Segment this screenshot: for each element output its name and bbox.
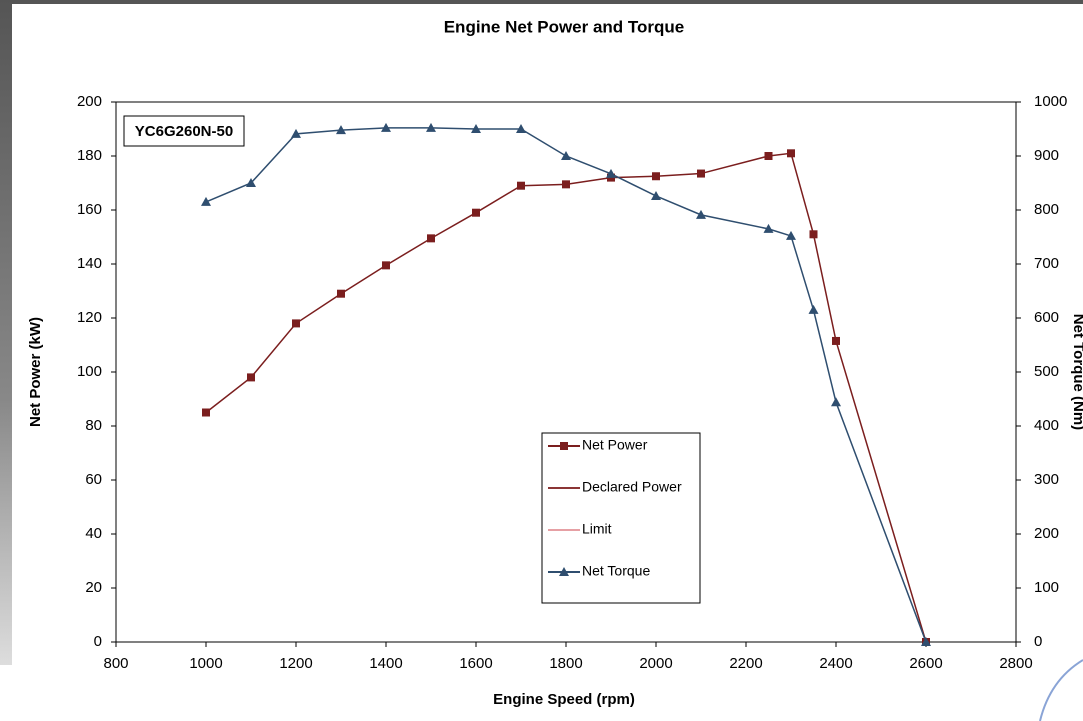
marker (471, 124, 481, 133)
y2-tick-label: 100 (1034, 579, 1059, 596)
x-tick-label: 2000 (639, 655, 672, 672)
annotation: YC6G260N-50 (135, 123, 233, 140)
y2-tick-label: 900 (1034, 147, 1059, 164)
y2-tick-label: 600 (1034, 309, 1059, 326)
marker (292, 319, 300, 328)
y-tick-label: 100 (77, 363, 102, 380)
y-tick-label: 0 (94, 633, 102, 650)
legend-label: Declared Power (582, 479, 682, 495)
marker (651, 190, 661, 200)
x-tick-label: 1400 (369, 655, 402, 672)
x-tick-label: 800 (103, 655, 128, 672)
y-axis-label: Net Power (kW) (27, 317, 44, 427)
marker (336, 125, 346, 135)
left-frame (0, 0, 12, 665)
marker (652, 172, 660, 181)
x-tick-label: 1000 (189, 655, 222, 672)
marker (201, 196, 211, 206)
marker (381, 122, 391, 132)
marker (606, 168, 616, 178)
marker (291, 128, 301, 138)
marker (786, 230, 796, 240)
annotation-box (123, 115, 245, 147)
y-tick-label: 200 (77, 93, 102, 110)
marker (426, 122, 436, 132)
marker (247, 373, 255, 382)
y2-tick-label: 700 (1034, 255, 1059, 272)
y2-tick-label: 1000 (1034, 93, 1067, 110)
marker (763, 223, 774, 233)
marker (562, 180, 570, 189)
marker (787, 149, 795, 158)
top-frame (0, 0, 1083, 4)
marker (337, 289, 345, 298)
decoration (1039, 659, 1083, 721)
y2-axis-label: Net Torque (Nm) (1070, 314, 1083, 430)
x-tick-label: 1600 (459, 655, 492, 672)
y-tick-label: 20 (85, 579, 102, 596)
y2-tick-label: 400 (1034, 417, 1059, 434)
marker (382, 261, 390, 270)
marker (561, 151, 571, 160)
marker (832, 336, 840, 345)
x-tick-label: 2800 (999, 655, 1032, 672)
marker (921, 637, 931, 646)
legend-label: Limit (582, 521, 612, 537)
y-tick-label: 80 (85, 417, 102, 434)
marker (809, 230, 818, 239)
y-tick-label: 40 (85, 525, 102, 542)
y2-tick-label: 200 (1034, 525, 1059, 542)
x-tick-label: 1800 (549, 655, 582, 672)
marker (808, 304, 819, 314)
x-axis-label: Engine Speed (rpm) (493, 691, 635, 708)
y-tick-label: 120 (77, 309, 102, 326)
marker (246, 178, 256, 187)
x-tick-label: 2200 (729, 655, 762, 672)
x-tick-label: 2400 (819, 655, 852, 672)
marker (517, 181, 525, 190)
legend-marker (560, 442, 568, 450)
marker (696, 209, 706, 219)
marker (427, 234, 435, 243)
y-tick-label: 140 (77, 255, 102, 272)
marker (697, 169, 705, 178)
x-tick-label: 2600 (909, 655, 942, 672)
y2-tick-label: 800 (1034, 201, 1059, 218)
marker (516, 124, 526, 133)
marker (202, 408, 210, 417)
legend (541, 432, 701, 604)
y2-tick-label: 0 (1034, 633, 1042, 650)
y-tick-label: 180 (77, 147, 102, 164)
legend-label: Net Power (582, 437, 648, 453)
y2-tick-label: 300 (1034, 471, 1059, 488)
marker (472, 208, 480, 217)
chart-title: Engine Net Power and Torque (444, 17, 685, 36)
marker (831, 397, 841, 407)
y2-tick-label: 500 (1034, 363, 1059, 380)
x-tick-label: 1200 (279, 655, 312, 672)
y-tick-label: 60 (85, 471, 102, 488)
y-tick-label: 160 (77, 201, 102, 218)
marker (764, 152, 773, 160)
legend-label: Net Torque (582, 563, 650, 579)
legend-marker (559, 567, 569, 576)
